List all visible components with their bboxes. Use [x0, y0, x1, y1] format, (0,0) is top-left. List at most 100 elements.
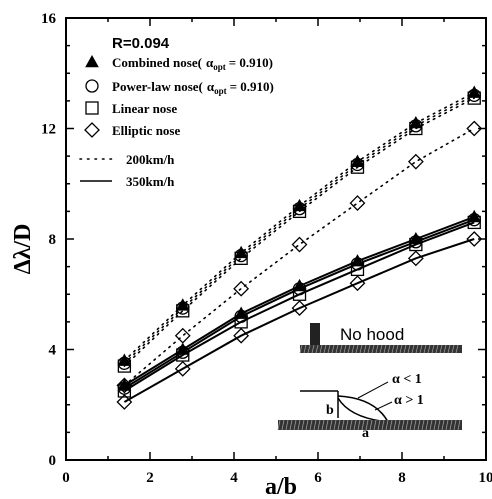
no-hood-hatch: [431, 344, 435, 354]
marker-s4-p1: [116, 377, 133, 394]
marker-s4-p3: [233, 280, 250, 297]
no-hood-hatch: [311, 344, 315, 354]
legend-line-label-2: 350km/h: [126, 174, 175, 189]
legend-label-main: Combined nose(: [112, 55, 202, 70]
a-label: a: [362, 426, 369, 441]
no-hood-hatch: [371, 344, 375, 354]
nose-hatch: [293, 419, 297, 431]
nose-hatch: [333, 419, 337, 431]
nose-hatch: [313, 419, 317, 431]
no-hood-hatch: [383, 344, 387, 354]
no-hood-hatch: [343, 344, 347, 354]
nose-hatch: [289, 419, 293, 431]
series-line-3: [123, 97, 476, 367]
no-hood-hatch: [411, 344, 415, 354]
markers-group: [116, 85, 483, 410]
x-tick-label: 6: [314, 470, 322, 486]
no-hood-hatch: [423, 344, 427, 354]
y-tick-label: 8: [49, 232, 57, 248]
inset-diagram: No hood α < 1 α > 1 b a: [277, 323, 462, 441]
y-axis-label: Δλ/D: [10, 224, 36, 275]
nose-hatch: [425, 419, 429, 431]
nose-hatch: [305, 419, 309, 431]
marker-s7-p7: [467, 215, 481, 230]
marker-s4-p5: [349, 195, 366, 212]
nose-hatch: [325, 419, 329, 431]
legend-label-sub: opt: [213, 62, 226, 72]
nose-hatch: [361, 419, 365, 431]
marker-s3-p1: [117, 359, 132, 373]
marker-s3-p6: [409, 121, 423, 136]
marker-s4-p6: [407, 153, 424, 170]
nose-hatch: [365, 419, 369, 431]
nose-hatch: [277, 419, 281, 431]
marker-s4-p4: [291, 236, 308, 253]
legend-line-label-1: 200km/h: [126, 152, 175, 167]
nose-hatch: [401, 419, 405, 431]
legend-label-sub: opt: [214, 86, 227, 96]
marker-s7-p1: [117, 384, 132, 398]
nose-hatch: [281, 419, 285, 431]
nose-hatch: [381, 419, 385, 431]
b-label: b: [326, 403, 334, 418]
legend: R=0.094 Combined nose(αopt = 0.910)Power-…: [79, 35, 274, 189]
legend-label-eq: = 0.910): [229, 55, 273, 70]
no-hood-nose-block: [310, 323, 320, 345]
nose-hatch: [441, 419, 445, 431]
nose-hatch: [409, 419, 413, 431]
legend-label-alpha: α: [206, 55, 214, 70]
x-tick-label: 4: [230, 470, 238, 486]
y-tick-label: 0: [49, 453, 57, 469]
nose-hatch: [433, 419, 437, 431]
no-hood-hatch: [451, 344, 455, 354]
legend-marker-4: [84, 122, 100, 138]
marker-s3-p7: [467, 91, 481, 105]
no-hood-hatch: [303, 344, 307, 354]
no-hood-hatch: [435, 344, 439, 354]
legend-label-main: Elliptic nose: [112, 123, 180, 138]
nose-hatch: [309, 419, 313, 431]
no-hood-hatch: [439, 344, 443, 354]
nose-hatch: [389, 419, 393, 431]
x-axis-label: a/b: [265, 474, 297, 499]
x-tick-label: 0: [62, 470, 70, 486]
y-tick-label: 4: [49, 343, 57, 359]
no-hood-hatch: [355, 344, 359, 354]
legend-marker-3: [85, 101, 99, 115]
no-hood-hatch: [379, 344, 383, 354]
no-hood-hatch: [347, 344, 351, 354]
no-hood-hatch: [391, 344, 395, 354]
no-hood-hatch: [419, 344, 423, 354]
nose-hatch: [421, 419, 425, 431]
marker-s8-p6: [407, 250, 424, 267]
nose-hatch: [369, 419, 373, 431]
x-tick-label: 8: [398, 470, 406, 486]
nose-hatch: [353, 419, 357, 431]
no-hood-hatch: [407, 344, 411, 354]
no-hood-hatch: [443, 344, 447, 354]
legend-label-4: Elliptic nose: [112, 123, 180, 138]
alpha-gt-leader: [374, 401, 393, 411]
nose-hatch: [345, 419, 349, 431]
nose-hatch: [417, 419, 421, 431]
marker-s8-p2: [174, 360, 191, 377]
legend-label-main: Linear nose: [112, 101, 177, 116]
legend-label-alpha: α: [207, 79, 215, 94]
nose-hatch: [377, 419, 381, 431]
no-hood-hatch: [307, 344, 311, 354]
no-hood-hatch: [323, 344, 327, 354]
legend-label-2: Power-law nose(αopt = 0.910): [112, 79, 274, 96]
legend-label-main: Power-law nose(: [112, 79, 203, 94]
no-hood-hatch: [299, 344, 303, 354]
nose-hatch: [429, 419, 433, 431]
nose-curve-upper: [337, 395, 389, 423]
ticks: 0 2 4 6 8 10 0 4 8 12 16: [41, 11, 492, 486]
nose-hatch: [341, 419, 345, 431]
no-hood-hatch: [375, 344, 379, 354]
legend-label-1: Combined nose( αopt = 0.910): [112, 55, 273, 72]
no-hood-hatch: [335, 344, 339, 354]
nose-hatch: [397, 419, 401, 431]
legend-marker-1: [85, 54, 99, 68]
no-hood-hatch: [319, 344, 323, 354]
